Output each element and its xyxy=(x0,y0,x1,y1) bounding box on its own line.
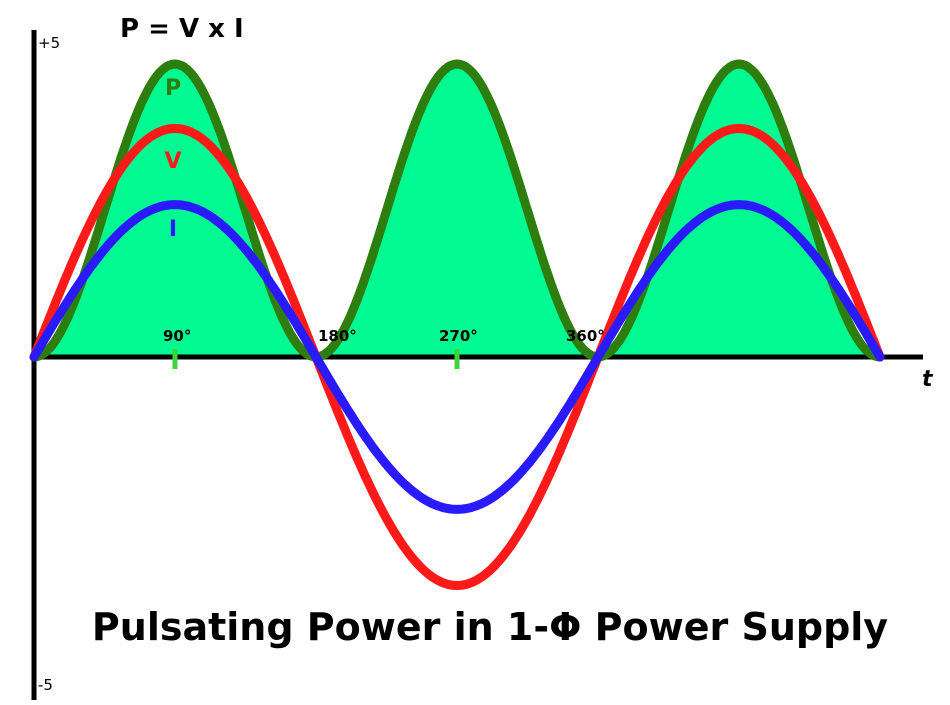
chart-title: Pulsating Power in 1-Φ Power Supply xyxy=(92,605,888,649)
power-area-fill xyxy=(34,64,880,357)
y-max-label: +5 xyxy=(38,34,60,52)
labels-layer: P = V x I +5 -5 t 90° 180° 270° 360° P V I Pulsatin… xyxy=(38,14,934,694)
series-label-p: P xyxy=(165,76,181,101)
series-line-v xyxy=(29,124,885,590)
formula-label: P = V x I xyxy=(120,14,244,44)
x-tick-label-90: 90° xyxy=(163,327,191,345)
series-label-i: I xyxy=(169,217,177,242)
power-fill-layer xyxy=(34,64,880,357)
x-tick-label-360: 360° xyxy=(566,327,605,345)
series-line-p xyxy=(29,59,885,362)
series-label-v: V xyxy=(164,149,181,174)
y-min-label: -5 xyxy=(38,676,53,694)
series-line-i xyxy=(29,200,885,514)
axes-layer xyxy=(31,30,923,700)
x-tick-label-180: 180° xyxy=(318,327,357,345)
series-lines-layer xyxy=(29,59,885,590)
x-axis-label: t xyxy=(922,367,934,392)
x-tick-label-270: 270° xyxy=(439,327,478,345)
